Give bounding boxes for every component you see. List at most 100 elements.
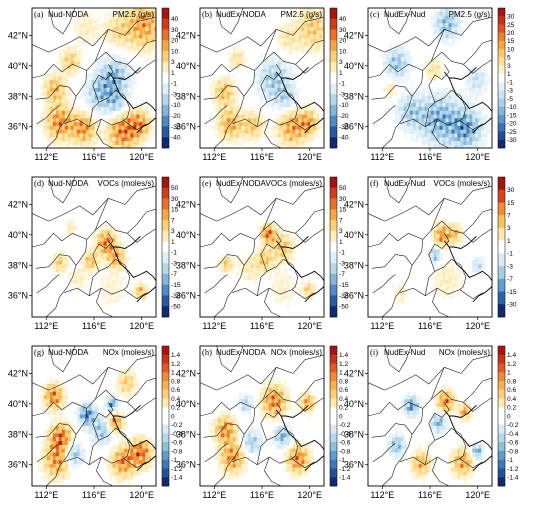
grid-cell <box>88 15 92 20</box>
grid-cell <box>61 110 66 115</box>
grid-cell <box>277 234 281 239</box>
grid-cell <box>307 27 311 32</box>
grid-cell <box>271 84 275 89</box>
grid-cell <box>400 403 405 408</box>
grid-cell <box>49 125 54 131</box>
grid-cell <box>397 76 402 81</box>
grid-cell <box>121 471 125 476</box>
grid-cell <box>268 264 272 269</box>
boundary-line <box>372 105 396 124</box>
grid-cell <box>289 425 293 431</box>
grid-cell <box>451 275 455 281</box>
grid-cell <box>448 103 452 108</box>
lon-tick-label: 120°E <box>297 152 322 162</box>
grid-cell <box>220 125 225 131</box>
grid-cell <box>259 226 263 231</box>
grid-cell <box>439 230 443 235</box>
colorbar-tick-label: -40 <box>339 135 349 142</box>
grid-cell <box>454 129 458 134</box>
grid-cell <box>307 49 311 54</box>
boundary-line <box>411 70 424 97</box>
coastline <box>472 117 492 134</box>
grid-cell <box>133 53 137 58</box>
grid-cell <box>214 106 219 112</box>
grid-cell <box>229 448 234 453</box>
grid-cell <box>256 61 260 66</box>
grid-cell <box>58 249 63 254</box>
grid-cell <box>106 68 110 74</box>
grid-cell <box>475 129 479 134</box>
grid-cell <box>406 65 411 70</box>
grid-cell <box>154 53 156 58</box>
grid-cell <box>274 279 278 284</box>
grid-cell <box>139 27 143 32</box>
grid-cell <box>97 433 101 438</box>
boundary-line <box>200 185 324 222</box>
grid-cell <box>49 133 54 138</box>
grid-cell <box>73 460 78 465</box>
lat-tick-label: 38°N <box>8 429 28 439</box>
grid-cell <box>121 384 125 389</box>
grid-cell <box>49 114 54 119</box>
grid-cell <box>439 406 443 412</box>
grid-cell <box>466 87 470 93</box>
grid-cell <box>109 137 113 142</box>
grid-cell <box>469 463 473 469</box>
grid-cell <box>73 448 78 453</box>
grid-cell <box>430 129 434 134</box>
grid-cell <box>262 84 266 89</box>
grid-cell <box>451 406 455 412</box>
grid-cell <box>58 95 63 100</box>
grid-cell <box>94 129 98 134</box>
grid-cell <box>67 99 72 104</box>
grid-cell <box>259 234 263 239</box>
boundary-line <box>260 233 282 272</box>
grid-cell <box>40 456 45 461</box>
grid-cell <box>304 137 308 142</box>
grid-cell <box>46 380 51 385</box>
grid-cell <box>424 61 428 66</box>
grid-cell <box>229 456 234 461</box>
grid-cell <box>391 283 396 288</box>
grid-cell <box>265 380 269 385</box>
grid-cell <box>244 114 249 119</box>
grid-cell <box>298 23 302 28</box>
grid-cell <box>46 479 51 484</box>
boundary-line <box>432 119 450 148</box>
grid-cell <box>406 441 411 446</box>
grid-cell <box>55 137 60 142</box>
grid-cell <box>421 456 425 461</box>
grid-cell <box>232 433 237 438</box>
grid-cell <box>298 291 302 296</box>
grid-cell <box>142 287 146 292</box>
grid-cell <box>271 287 275 292</box>
colorbar-segment <box>162 61 169 73</box>
grid-cell <box>118 61 122 66</box>
boundary-line <box>430 29 445 62</box>
grid-cell <box>64 422 69 427</box>
grid-cell <box>136 42 140 47</box>
grid-cell <box>130 372 134 377</box>
grid-cell <box>103 99 107 104</box>
grid-cell <box>67 68 72 74</box>
colorbar-segment <box>162 306 169 318</box>
grid-cell <box>307 34 311 39</box>
grid-cell <box>253 441 257 446</box>
grid-cell <box>466 99 470 104</box>
grid-cell <box>424 133 428 138</box>
grid-cell <box>61 122 66 127</box>
grid-cell <box>295 30 299 35</box>
grid-cell <box>409 133 414 138</box>
grid-cell <box>229 61 234 66</box>
colorbar-tick-label: -0.8 <box>171 448 183 455</box>
grid-cell <box>127 256 131 262</box>
lon-tick-label: 112°E <box>202 321 226 331</box>
grid-cell <box>85 141 89 146</box>
grid-cell <box>109 27 113 32</box>
grid-cell <box>397 46 402 51</box>
grid-cell <box>70 460 75 465</box>
lat-tick-label: 36°N <box>176 122 196 132</box>
grid-cell <box>127 475 131 480</box>
grid-cell <box>256 264 260 269</box>
grid-cell <box>298 403 302 408</box>
